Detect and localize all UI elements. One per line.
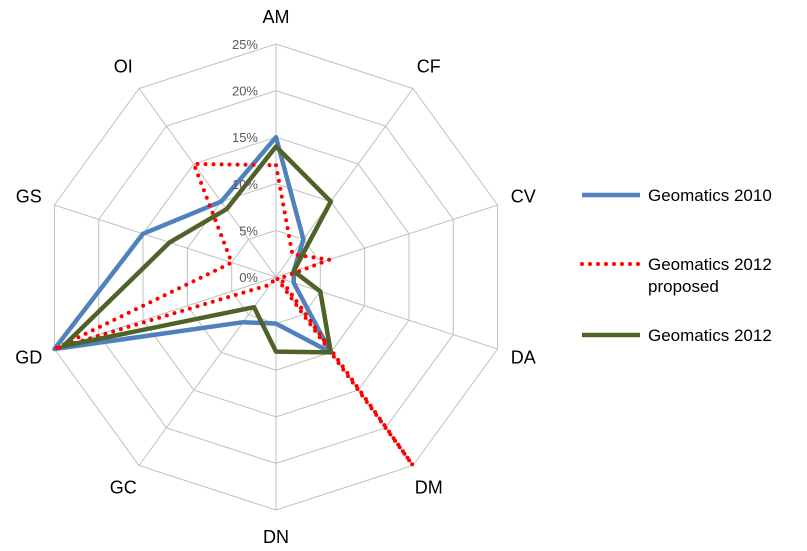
tick-label: 5% <box>239 223 258 238</box>
tick-label: 25% <box>232 37 258 52</box>
grid-spoke <box>54 276 277 350</box>
tick-label: 20% <box>232 84 258 99</box>
category-label: DN <box>263 527 289 547</box>
grid-spoke <box>275 88 414 278</box>
category-label: DM <box>415 477 443 497</box>
category-label: AM <box>263 7 290 27</box>
category-label: GS <box>16 187 42 207</box>
legend: Geomatics 2010 Geomatics 2012 proposed Geom… <box>580 186 772 345</box>
series-line-geomatics-2012 <box>61 144 334 355</box>
category-label: CV <box>511 187 536 207</box>
legend-label: Geomatics 2012 <box>648 326 772 345</box>
grid-spoke <box>138 276 277 466</box>
category-label: GC <box>110 477 137 497</box>
tick-label: 10% <box>232 177 258 192</box>
category-label: DA <box>511 347 536 367</box>
category-label: OI <box>114 57 133 77</box>
legend-label: proposed <box>648 277 719 296</box>
category-label: GD <box>15 347 42 367</box>
radar-series <box>52 134 415 468</box>
tick-label: 0% <box>239 270 258 285</box>
category-labels: AM CF CV DA DM DN GC GD GS OI <box>15 7 536 547</box>
grid-spoke <box>54 204 277 278</box>
series-line-geomatics-2012-proposed <box>52 161 415 468</box>
tick-label: 15% <box>232 130 258 145</box>
grid-spoke <box>138 88 277 278</box>
legend-label: Geomatics 2012 <box>648 255 772 274</box>
legend-label: Geomatics 2010 <box>648 186 772 205</box>
category-label: CF <box>417 57 441 77</box>
grid-spoke <box>275 276 498 350</box>
radial-tick-labels: 0% 5% 10% 15% 20% 25% <box>232 37 258 285</box>
